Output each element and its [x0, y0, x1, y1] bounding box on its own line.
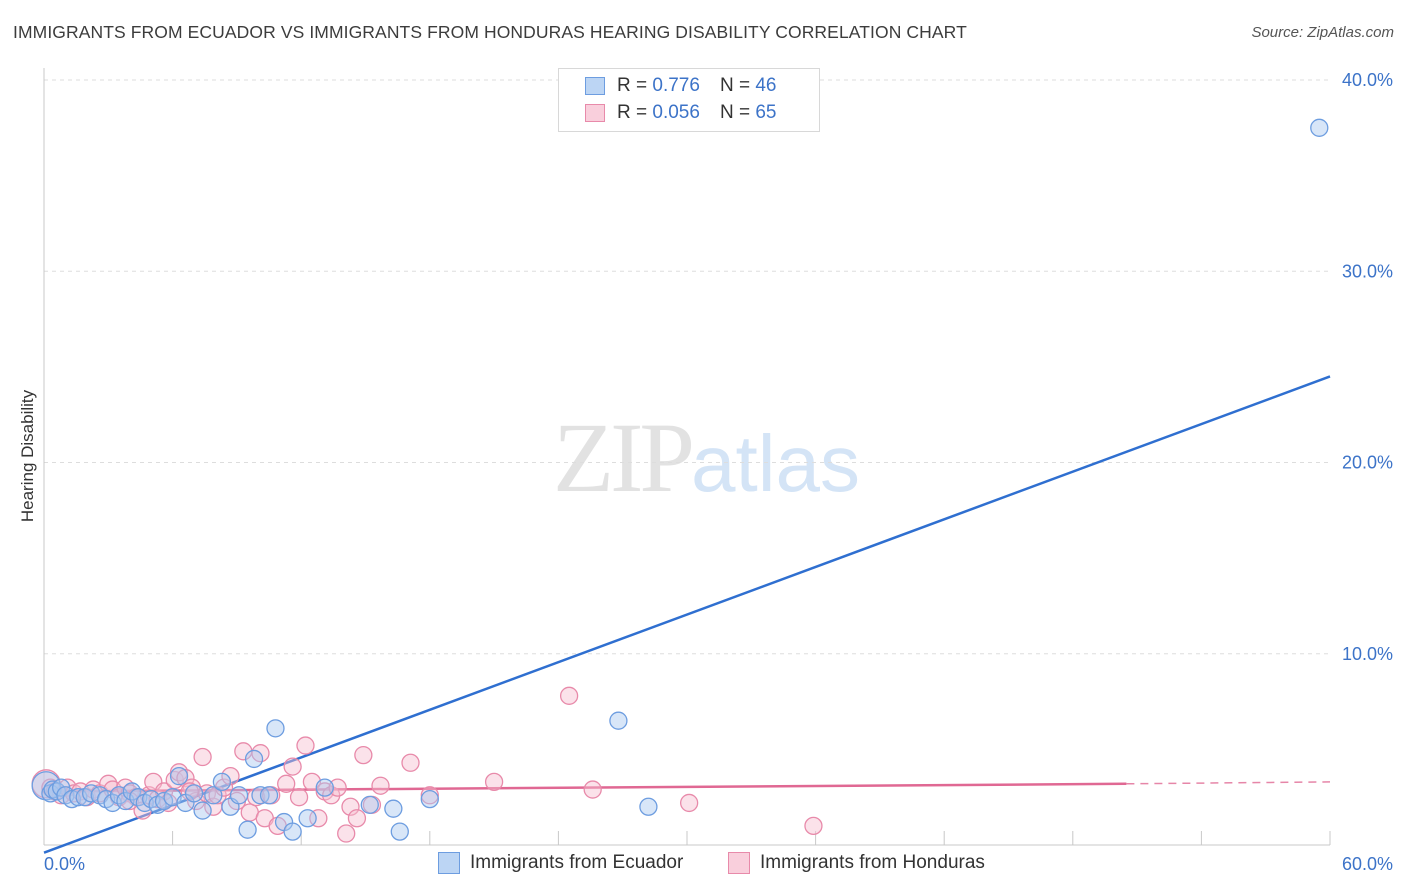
ecuador-stat-row: R = 0.776 N = 46 [585, 75, 776, 97]
series-legend: Immigrants from Ecuador Immigrants from … [0, 852, 1406, 878]
ecuador-point-37 [298, 809, 317, 828]
honduras-point-56 [401, 753, 420, 772]
x-tick-label-0: 0.0% [44, 854, 85, 874]
honduras-point-59 [559, 686, 579, 705]
ecuador-point-31 [244, 749, 264, 769]
ecuador-point-41 [390, 822, 409, 841]
honduras-point-58 [484, 772, 504, 792]
honduras-point-49 [328, 778, 347, 797]
ecuador-point-25 [193, 801, 212, 820]
honduras-point-41 [277, 774, 296, 793]
y-tick-label-10: 10.0% [1342, 644, 1393, 664]
x-tick-label-60: 60.0% [1342, 854, 1393, 874]
ecuador-point-22 [169, 767, 189, 786]
ecuador-point-44 [639, 797, 658, 816]
y-tick-label-20: 20.0% [1342, 453, 1393, 473]
ecuador-point-36 [283, 822, 302, 841]
axes [43, 68, 1330, 846]
honduras-point-44 [296, 736, 315, 755]
ecuador-r-label: R = [617, 75, 648, 96]
ecuador-point-42 [420, 789, 439, 809]
watermark: ZIPatlas [553, 400, 860, 515]
honduras-point-55 [371, 776, 390, 795]
ecuador-point-30 [238, 820, 257, 839]
honduras-point-62 [804, 816, 823, 836]
honduras-r-label: R = [617, 102, 648, 123]
ecuador-point-43 [609, 711, 628, 730]
ecuador-points [31, 118, 1329, 841]
ecuador-n-label: N = [719, 75, 751, 96]
y-tick-label-30: 30.0% [1342, 261, 1393, 281]
ecuador-point-34 [266, 719, 285, 738]
honduras-stat-row: R = 0.056 N = 65 [585, 102, 776, 124]
ecuador-r-value: 0.776 [652, 75, 700, 96]
watermark-zip: ZIP [553, 402, 695, 513]
ecuador-point-45 [1310, 118, 1329, 137]
ecuador-trend-line [43, 375, 1331, 854]
correlation-legend: R = 0.776 N = 46 R = 0.056 N = 65 [558, 68, 820, 132]
watermark-atlas: atlas [691, 419, 860, 508]
ecuador-n-value: 46 [755, 75, 777, 96]
honduras-point-60 [583, 780, 602, 799]
ecuador-point-20 [154, 791, 174, 811]
legend-swatch-ecuador [438, 852, 460, 874]
honduras-point-50 [337, 824, 356, 843]
ecuador-point-38 [315, 778, 334, 797]
honduras-n-value: 65 [755, 102, 777, 123]
honduras-point-52 [347, 809, 367, 828]
honduras-point-43 [289, 788, 309, 807]
honduras-r-value: 0.056 [652, 102, 700, 123]
legend-item-ecuador: Immigrants from Ecuador [438, 852, 683, 874]
ecuador-point-26 [204, 786, 223, 805]
honduras-point-27 [193, 747, 212, 767]
honduras-trend-extension [1126, 781, 1331, 785]
ecuador-point-24 [184, 784, 204, 803]
legend-label-honduras: Immigrants from Honduras [760, 852, 985, 873]
honduras-point-51 [341, 797, 360, 816]
ecuador-point-27 [212, 772, 232, 792]
ecuador-point-29 [229, 786, 249, 805]
legend-label-ecuador: Immigrants from Ecuador [470, 852, 684, 873]
source-credit: Source: ZipAtlas.com [1251, 24, 1394, 41]
ecuador-swatch [585, 77, 605, 95]
y-tick-label-40: 40.0% [1342, 70, 1393, 90]
honduras-point-61 [679, 793, 699, 813]
chart-title: IMMIGRANTS FROM ECUADOR VS IMMIGRANTS FR… [13, 22, 967, 42]
ecuador-point-40 [384, 799, 403, 818]
ecuador-point-33 [259, 786, 279, 805]
legend-swatch-honduras [728, 852, 750, 874]
ecuador-point-39 [360, 795, 379, 814]
honduras-point-46 [309, 809, 328, 828]
honduras-swatch [585, 104, 605, 122]
honduras-point-53 [354, 745, 373, 765]
gridlines [44, 79, 1331, 845]
tick-labels: 10.0% 20.0% 30.0% 40.0% 0.0% 60.0% [44, 70, 1393, 874]
legend-item-honduras: Immigrants from Honduras [728, 852, 985, 874]
honduras-n-label: N = [719, 102, 751, 123]
honduras-point-42 [283, 757, 302, 776]
